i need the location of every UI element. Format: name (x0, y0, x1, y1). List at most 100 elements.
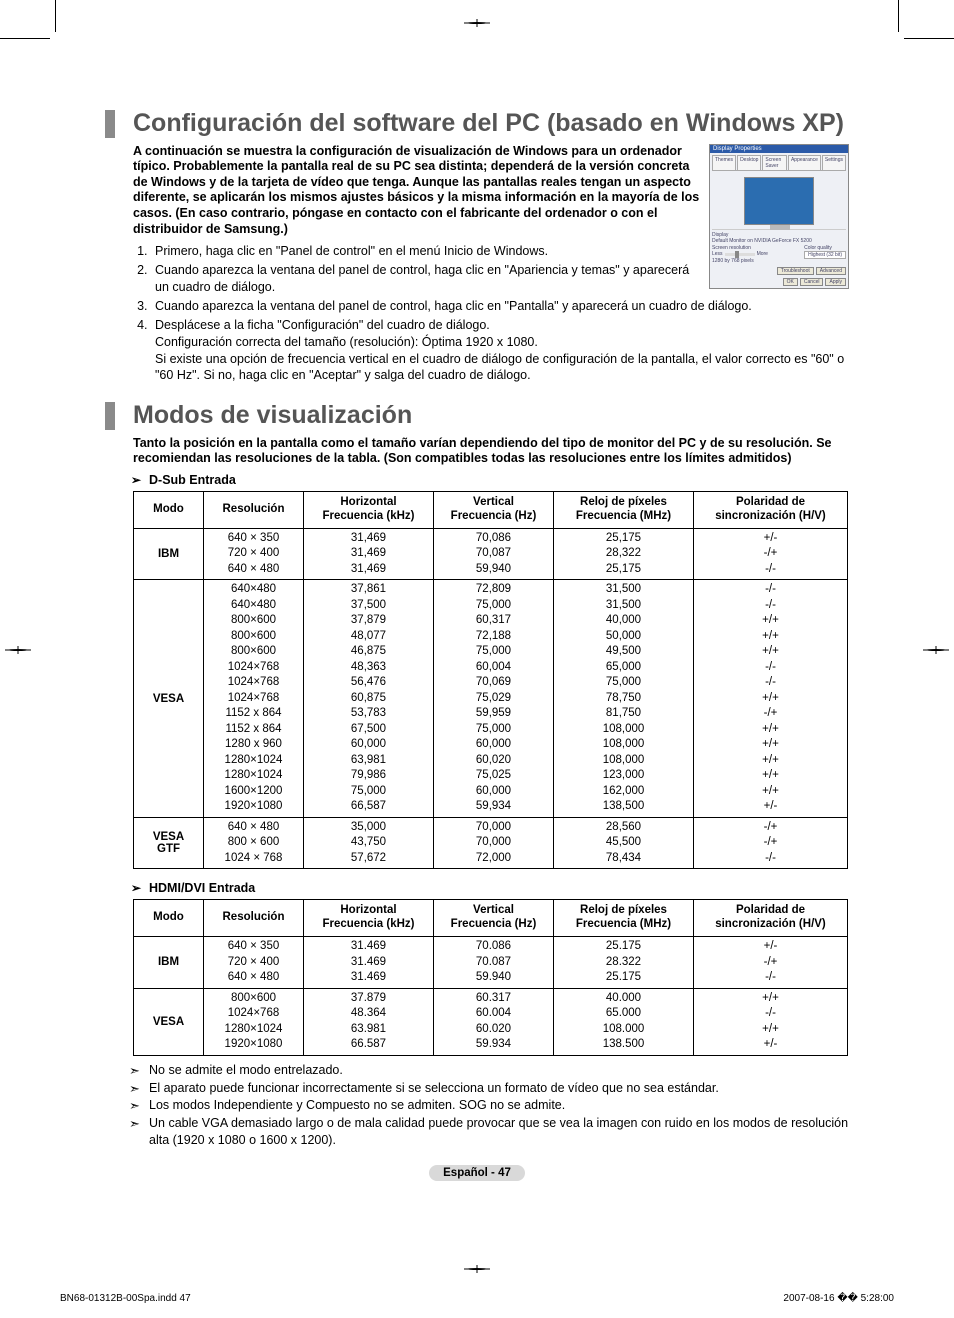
hdmi-subhead: HDMI/DVI Entrada (149, 881, 849, 895)
value-cell: 31,46931,46931,469 (304, 528, 434, 580)
doc-foot-right: 2007-08-16 �� 5:28:00 (783, 1293, 894, 1304)
step-text: Desplácese a la ficha "Configuración" de… (155, 318, 490, 332)
th-pclk: Reloj de píxelesFrecuencia (MHz) (554, 900, 694, 937)
value-cell: +/--/+-/- (694, 528, 848, 580)
value-cell: 25,17528,32225,175 (554, 528, 694, 580)
section-bar-icon (105, 402, 115, 430)
value-cell: +/+-/-+/++/- (694, 988, 848, 1055)
th-mode: Modo (134, 900, 204, 937)
dialog-res-less: Less (712, 251, 723, 257)
registration-mark-icon (467, 1268, 487, 1270)
monitor-icon (744, 177, 814, 225)
step-2: Cuando aparezca la ventana del panel de … (151, 262, 701, 296)
step-3: Cuando aparezca la ventana del panel de … (151, 298, 849, 315)
mode-cell: VESA (134, 988, 204, 1055)
dialog-quality-value: Highest (32 bit) (804, 251, 846, 259)
th-pol: Polaridad desincronización (H/V) (694, 492, 848, 529)
dialog-troubleshoot-button: Troubleshoot (777, 267, 814, 275)
th-hfreq: HorizontalFrecuencia (kHz) (304, 900, 434, 937)
value-cell: 72,80975,00060,31772,18875,00060,00470,0… (434, 580, 554, 818)
dialog-res-more: More (757, 251, 768, 257)
dialog-ok-button: OK (783, 278, 798, 286)
value-cell: 60.31760.00460.02059.934 (434, 988, 554, 1055)
section-bar-icon (105, 110, 115, 138)
th-pol: Polaridad desincronización (H/V) (694, 900, 848, 937)
step-text: Primero, haga clic en "Panel de control"… (155, 244, 548, 258)
value-cell: 35,00043,75057,672 (304, 817, 434, 869)
hdmi-table: ModoResoluciónHorizontalFrecuencia (kHz)… (133, 899, 848, 1055)
value-cell: 640 × 350720 × 400640 × 480 (204, 528, 304, 580)
section1-header: Configuración del software del PC (basad… (105, 110, 849, 138)
step-1: Primero, haga clic en "Panel de control"… (151, 243, 701, 260)
value-cell: 25.17528.32225.175 (554, 937, 694, 989)
page-content: Configuración del software del PC (basad… (105, 110, 849, 1181)
value-cell: -/--/-+/++/++/+-/--/-+/+-/++/++/++/++/++… (694, 580, 848, 818)
note-item: No se admite el modo entrelazado. (149, 1062, 849, 1079)
th-vfreq: VerticalFrecuencia (Hz) (434, 492, 554, 529)
mode-cell: VESA (134, 580, 204, 818)
value-cell: 640×480640×480800×600800×600800×6001024×… (204, 580, 304, 818)
section1-steps-cont: Cuando aparezca la ventana del panel de … (133, 298, 849, 384)
step-text: Cuando aparezca la ventana del panel de … (155, 263, 689, 294)
registration-mark-icon (467, 22, 487, 24)
mode-cell: IBM (134, 528, 204, 580)
doc-foot-left: BN68-01312B-00Spa.indd 47 (60, 1293, 191, 1304)
crop-mark (904, 38, 954, 39)
dialog-advanced-button: Advanced (816, 267, 846, 275)
value-cell: 31.46931.46931.469 (304, 937, 434, 989)
value-cell: 640 × 350720 × 400640 × 480 (204, 937, 304, 989)
value-cell: 37.87948.36463.98166.587 (304, 988, 434, 1055)
value-cell: 40.00065.000108.000138.500 (554, 988, 694, 1055)
crop-mark (0, 38, 50, 39)
th-mode: Modo (134, 492, 204, 529)
th-res: Resolución (204, 900, 304, 937)
crop-mark (898, 0, 899, 32)
dialog-tab: Desktop (737, 155, 761, 170)
note-item: Los modos Independiente y Compuesto no s… (149, 1097, 849, 1114)
mode-cell: VESAGTF (134, 817, 204, 869)
th-hfreq: HorizontalFrecuencia (kHz) (304, 492, 434, 529)
value-cell: -/+-/+-/- (694, 817, 848, 869)
value-cell: 640 × 480800 × 6001024 × 768 (204, 817, 304, 869)
display-properties-dialog: Display Properties Themes Desktop Screen… (709, 144, 849, 289)
dialog-display-value: Default Monitor on NVIDIA GeForce FX 520… (712, 238, 846, 244)
section2-title: Modos de visualización (133, 402, 849, 430)
dsub-table: ModoResoluciónHorizontalFrecuencia (kHz)… (133, 491, 848, 869)
section1-title: Configuración del software del PC (basad… (133, 110, 849, 138)
dialog-apply-button: Apply (825, 278, 846, 286)
dialog-tabs: Themes Desktop Screen Saver Appearance S… (712, 155, 846, 171)
step-subtext: Si existe una opción de frecuencia verti… (155, 351, 849, 385)
value-cell: 37,86137,50037,87948,07746,87548,36356,4… (304, 580, 434, 818)
value-cell: 70,08670,08759,940 (434, 528, 554, 580)
th-pclk: Reloj de píxelesFrecuencia (MHz) (554, 492, 694, 529)
value-cell: 800×6001024×7681280×10241920×1080 (204, 988, 304, 1055)
value-cell: +/--/+-/- (694, 937, 848, 989)
dialog-tab: Themes (712, 155, 736, 170)
dialog-cancel-button: Cancel (800, 278, 824, 286)
notes-list: No se admite el modo entrelazado. El apa… (149, 1062, 849, 1149)
section1-steps: Primero, haga clic en "Panel de control"… (133, 243, 701, 296)
page-footer: Español - 47 (105, 1163, 849, 1181)
note-item: El aparato puede funcionar incorrectamen… (149, 1080, 849, 1097)
section2-intro: Tanto la posición en la pantalla como el… (133, 436, 849, 467)
dsub-subhead: D-Sub Entrada (149, 473, 849, 487)
page-label: Español - 47 (429, 1165, 525, 1181)
crop-mark (55, 0, 56, 32)
value-cell: 70,00070,00072,000 (434, 817, 554, 869)
note-item: Un cable VGA demasiado largo o de mala c… (149, 1115, 849, 1149)
document-footer: BN68-01312B-00Spa.indd 47 2007-08-16 �� … (60, 1293, 894, 1304)
value-cell: 70.08670.08759.940 (434, 937, 554, 989)
dialog-res-value: 1280 by 768 pixels (712, 258, 768, 264)
registration-mark-icon (8, 649, 28, 651)
step-subtext: Configuración correcta del tamaño (resol… (155, 334, 849, 351)
value-cell: 31,50031,50040,00050,00049,50065,00075,0… (554, 580, 694, 818)
registration-mark-icon (926, 649, 946, 651)
dialog-titlebar: Display Properties (710, 145, 848, 153)
dialog-tab: Appearance (788, 155, 821, 170)
value-cell: 28,56045,50078,434 (554, 817, 694, 869)
th-res: Resolución (204, 492, 304, 529)
section2-header: Modos de visualización (105, 402, 849, 430)
section1-intro: A continuación se muestra la configuraci… (133, 144, 701, 238)
slider-icon (725, 253, 755, 256)
th-vfreq: VerticalFrecuencia (Hz) (434, 900, 554, 937)
